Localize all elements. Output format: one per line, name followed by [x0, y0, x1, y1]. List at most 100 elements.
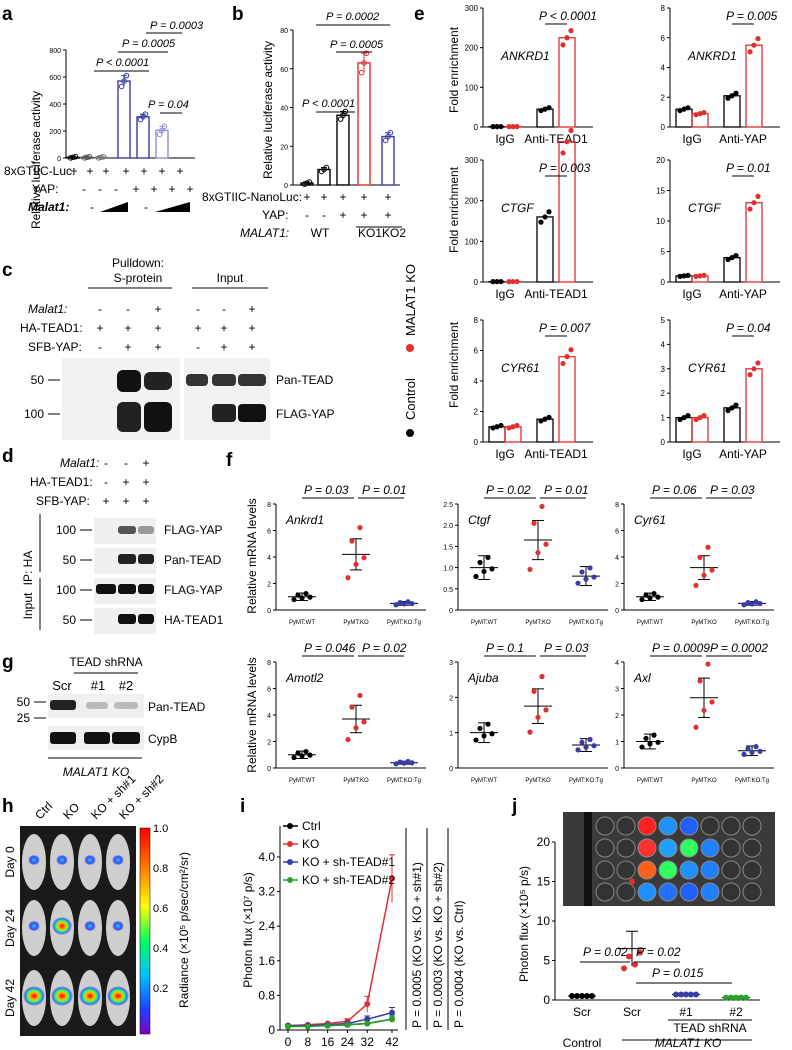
panel-e-bar	[745, 44, 763, 128]
panel-b-yap-mark: -	[322, 208, 326, 222]
panel-j-well	[616, 838, 636, 858]
panel-j-well	[637, 838, 657, 858]
panel-e-point	[681, 106, 687, 112]
panel-h-cbar-label: Radiance (×10⁵ p/sec/cm²/sr)	[177, 852, 191, 1008]
panel-c-header-input: Input	[217, 271, 244, 285]
panel-f-point	[543, 707, 549, 713]
panel-f-point	[393, 602, 399, 608]
panel-i-point	[285, 1023, 291, 1030]
panel-f-ytick: 4	[615, 555, 619, 562]
panel-a-row-yap: YAP:	[32, 182, 58, 196]
panel-f-point	[349, 704, 355, 710]
panel-a-point	[84, 154, 90, 161]
panel-f-xcat: PyMT:KO:Tg	[735, 620, 769, 626]
panel-a-ylabel: Relative luciferase activity	[29, 91, 43, 229]
panel-e-point	[725, 95, 731, 101]
panel-j-point	[723, 994, 729, 1001]
panel-e-xcat: Anti-TEAD1	[524, 132, 588, 146]
panel-f-point	[701, 707, 707, 714]
panel-e-stat: P = 0.01	[726, 161, 771, 175]
panel-h-signal	[51, 986, 73, 1006]
panel-e-point	[494, 424, 500, 430]
panel-d-band-4: HA-TEAD1	[164, 613, 224, 627]
panel-f-ytick: 0	[449, 608, 453, 615]
panel-f-stat: P = 0.01	[544, 483, 589, 497]
panel-e-ytick: 6	[474, 347, 479, 356]
panel-e-chart: 0 1 2 3 4 5 CYR61 P = 0.04 IgG Anti-YAP	[661, 316, 780, 461]
panel-b-luc-mark: +	[320, 190, 327, 204]
panel-f-point	[299, 595, 305, 601]
panel-a-bar	[136, 116, 150, 159]
panel-c-band-4	[212, 374, 236, 386]
panel-f-ytick: 1.0	[443, 566, 453, 573]
panel-i-legend-label: KO + sh-TEAD#2	[302, 873, 395, 887]
panel-a-luc-mark: +	[102, 164, 109, 178]
panel-e-point	[681, 415, 687, 421]
panel-e-point	[693, 112, 699, 118]
panel-f-xcat: PyMT:WT	[471, 620, 497, 626]
panel-h-cbar-tick-3: 0.6	[153, 903, 168, 915]
panel-f-gene: Amotl2	[285, 671, 324, 685]
panel-f-point	[299, 753, 305, 759]
panel-f-ytick: 6	[615, 529, 619, 536]
panel-f-point	[393, 761, 399, 767]
panel-i-legend-marker	[287, 859, 293, 865]
panel-f-point	[357, 692, 363, 699]
panel-e-ytick: 15	[656, 187, 665, 196]
panel-f-stat: P = 0.01	[362, 483, 407, 497]
panel-f-ytick: 0.5	[443, 587, 453, 594]
panel-g-band-cypb: CypB	[148, 732, 177, 746]
panel-j-well	[616, 882, 636, 902]
panel-a-stat-3: P = 0.0003	[150, 20, 204, 32]
panel-f-point	[651, 590, 657, 597]
panel-i-xtick: 42	[385, 1035, 399, 1049]
panel-h-signal	[84, 920, 96, 932]
panel-a-bar	[117, 80, 131, 159]
panel-d-mark: +	[122, 494, 129, 508]
panel-j-point	[637, 949, 643, 956]
panel-f-point	[693, 724, 699, 730]
panel-b-point	[382, 137, 389, 144]
panel-e-ytick: 300	[465, 156, 479, 165]
panel-e-ytick: 200	[465, 44, 479, 53]
panel-f-stat: P = 0.02	[362, 641, 407, 655]
panel-a-ytick-label: 600	[49, 75, 61, 82]
panel-j-point	[673, 991, 679, 998]
panel-f-xcat: PyMT:KO	[691, 778, 717, 784]
panel-c-band-label-yap: FLAG-YAP	[276, 407, 334, 421]
panel-f-gene: Cyr61	[634, 513, 666, 527]
panel-e-ytick: 3	[661, 365, 666, 374]
panel-h-colorbar	[139, 827, 151, 1035]
panel-f-ytick: 6	[267, 687, 271, 694]
panel-i-legend-marker	[287, 841, 293, 847]
panel-j-well	[637, 860, 657, 880]
panel-h-col-ctrl: Ctrl	[32, 799, 55, 822]
panel-f-ytick: 2	[267, 582, 271, 589]
panel-b-malat-wt: WT	[311, 226, 330, 240]
panel-f-ytick: 0	[615, 766, 619, 773]
panel-j-point	[632, 961, 638, 968]
panel-j-point	[738, 994, 744, 1001]
panel-e-bar	[723, 95, 741, 128]
panel-h-signal	[23, 986, 45, 1006]
panel-e-ytick: 5	[661, 248, 666, 257]
panel-j-well	[616, 816, 636, 836]
panel-d-mark: +	[142, 475, 149, 489]
panel-e-ytick: 0	[474, 123, 479, 132]
panel-f-chart: 0 1 2 3 4 PyMT:WT PyMT:KO PyMT:KO:Tg Axl P = 0.00…	[615, 641, 774, 784]
panel-e-ytick: 6	[661, 34, 666, 43]
panel-j-xcat: Scr	[573, 1005, 591, 1019]
panel-e-ytick: 100	[465, 83, 479, 92]
panel-f-point	[741, 751, 747, 757]
legend-ko-label: MALAT1 KO	[403, 264, 418, 336]
panel-f-point	[745, 746, 751, 752]
panel-f-gene: Ajuba	[467, 671, 499, 685]
panel-a-luc-mark: +	[122, 164, 129, 178]
panel-i-point	[344, 1021, 351, 1028]
panel-e-stat: P < 0.0001	[539, 9, 597, 23]
panel-f-point	[357, 525, 363, 531]
panel-c-mark: -	[196, 340, 200, 354]
panel-f-point	[307, 594, 313, 600]
panel-d-ip-label: IP: HA	[21, 551, 35, 586]
panel-e-stat: P = 0.04	[726, 321, 771, 335]
